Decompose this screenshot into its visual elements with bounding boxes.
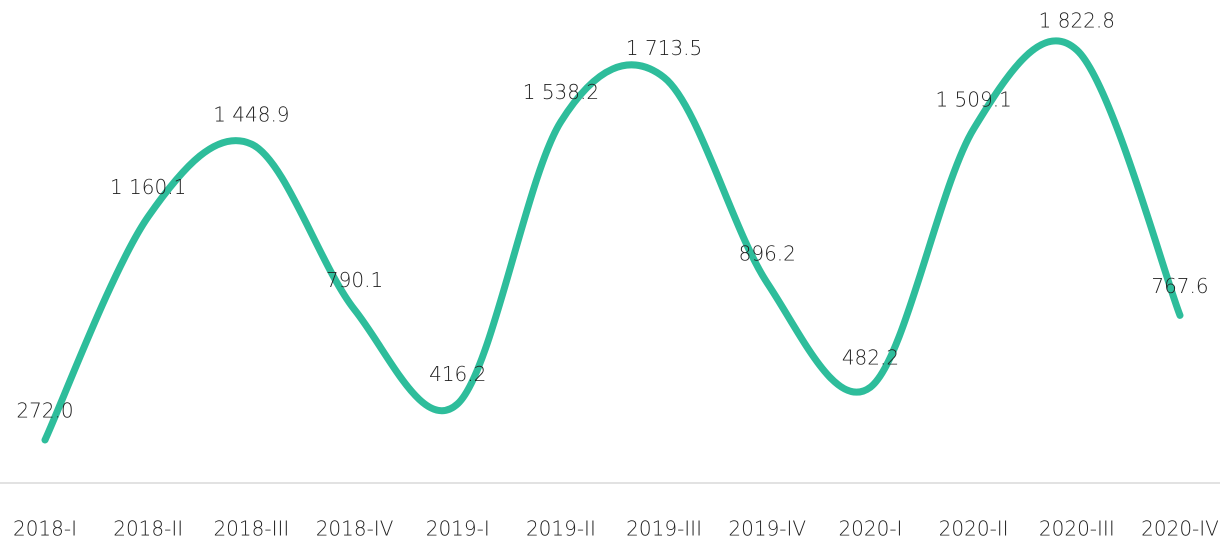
x-tick-label: 2019-IV [728, 517, 806, 541]
x-tick-label: 2020-I [838, 517, 902, 541]
data-label: 482.2 [842, 346, 899, 370]
x-tick-label: 2020-II [939, 517, 1009, 541]
data-label: 790.1 [326, 268, 383, 292]
data-label: 1 509.1 [935, 87, 1011, 111]
x-tick-label: 2018-III [213, 517, 289, 541]
x-tick-label: 2020-III [1039, 517, 1115, 541]
x-tick-label: 2018-II [113, 517, 183, 541]
x-tick-label: 2018-I [13, 517, 77, 541]
x-tick-label: 2019-II [526, 517, 596, 541]
line [41, 37, 1184, 444]
x-tick-label: 2018-IV [316, 517, 394, 541]
data-label: 767.6 [1151, 274, 1208, 298]
data-label: 1 713.5 [626, 36, 702, 60]
x-tick-label: 2020-IV [1141, 517, 1219, 541]
data-label: 1 538.2 [523, 80, 599, 104]
x-tick-label: 2019-I [426, 517, 490, 541]
data-label: 416.2 [429, 362, 486, 386]
data-label: 896.2 [739, 242, 796, 266]
data-label: 272.0 [16, 399, 73, 423]
data-label: 1 822.8 [1039, 9, 1115, 33]
data-label: 1 160.1 [110, 175, 186, 199]
data-label: 1 448.9 [213, 103, 289, 127]
x-tick-label: 2019-III [626, 517, 702, 541]
